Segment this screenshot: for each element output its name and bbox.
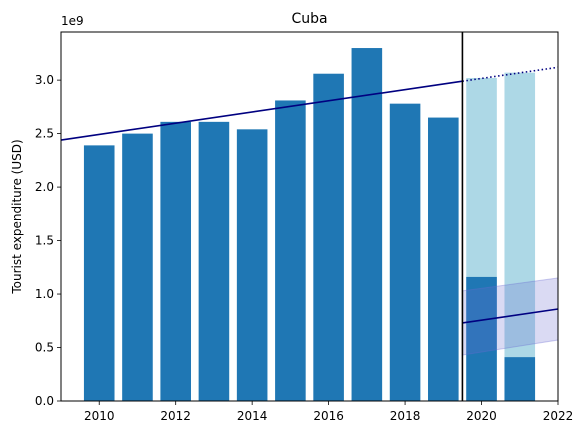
x-tick-label-2018: 2018 <box>390 409 421 423</box>
y-tick-label-2.5: 2.5 <box>35 127 54 141</box>
bar-2014 <box>236 129 268 401</box>
plot-frame <box>60 31 559 402</box>
bar-2013 <box>198 121 230 401</box>
chart-title: Cuba <box>291 11 327 27</box>
x-axis: 2010 2012 2014 2016 2018 2020 2022 <box>84 401 573 423</box>
bar-2019 <box>428 117 459 401</box>
y-axis: 0.0 0.5 1.0 1.5 2.0 2.5 3.0 <box>35 73 61 408</box>
y-tick-label-1.5: 1.5 <box>35 234 54 248</box>
x-tick-label-2016: 2016 <box>313 409 344 423</box>
y-tick-label-0.0: 0.0 <box>35 394 54 408</box>
bar-2015 <box>275 100 306 401</box>
bar-2011 <box>122 133 153 401</box>
bar-2016 <box>313 73 344 401</box>
y-axis-offset-label: 1e9 <box>61 14 84 28</box>
bar-2021 <box>504 357 536 401</box>
bar-2017 <box>351 48 383 401</box>
bar-2020 <box>466 276 497 401</box>
y-tick-label-1.0: 1.0 <box>35 287 54 301</box>
y-tick-label-3.0: 3.0 <box>35 73 54 87</box>
bar-2010 <box>83 145 115 401</box>
bar-2018 <box>389 103 421 402</box>
trend-extension-dotted-line <box>462 66 559 82</box>
x-tick-label-2022: 2022 <box>543 409 574 423</box>
x-tick-label-2012: 2012 <box>160 409 191 423</box>
pre-break-trend-line <box>60 80 463 141</box>
y-tick-label-0.5: 0.5 <box>35 341 54 355</box>
bar-2012 <box>160 121 191 401</box>
post-break-trend-line <box>462 308 559 324</box>
x-tick-label-2014: 2014 <box>237 409 268 423</box>
y-tick-label-2.0: 2.0 <box>35 180 54 194</box>
y-axis-label: Tourist expenditure (USD) <box>10 139 24 294</box>
plot-area <box>60 32 559 402</box>
x-tick-label-2010: 2010 <box>84 409 115 423</box>
x-tick-label-2020: 2020 <box>466 409 497 423</box>
counterfactual-bar-2021 <box>504 72 536 401</box>
